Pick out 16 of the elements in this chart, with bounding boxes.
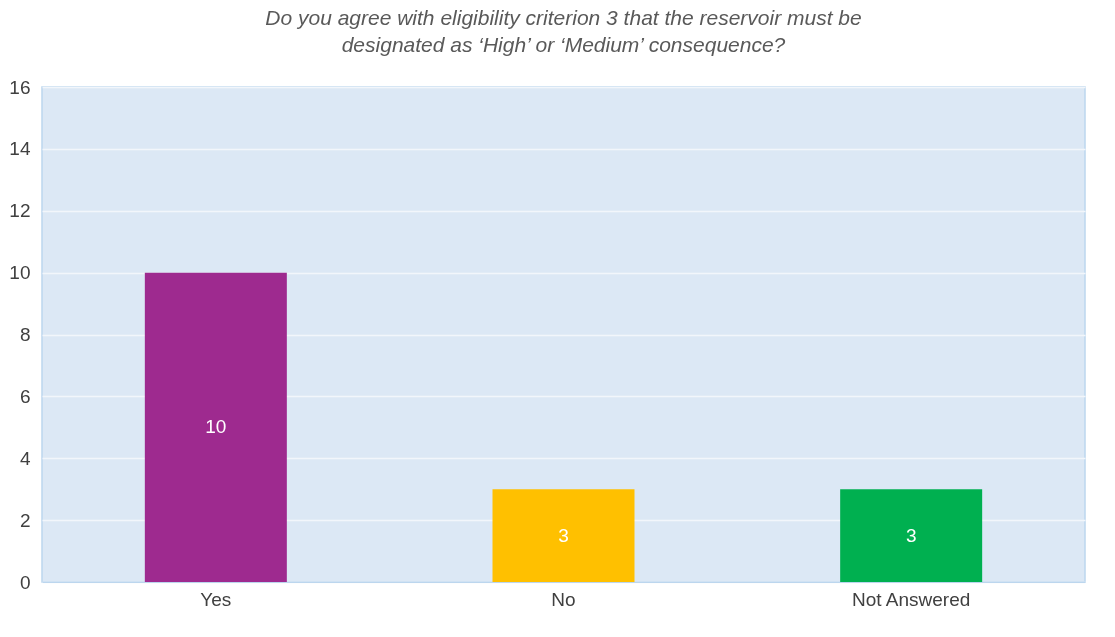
x-tick-label: Not Answered — [852, 588, 971, 610]
chart-title: Do you agree with eligibility criterion 3 that the reservoir must be designated as ‘High’ or ‘Medium’ consequence? — [265, 6, 862, 56]
y-tick-label: 12 — [9, 200, 31, 222]
y-tick-label: 16 — [9, 76, 31, 98]
x-tick-label: Yes — [200, 588, 232, 610]
y-tick-label: 2 — [19, 509, 31, 531]
y-tick-label: 8 — [19, 324, 31, 345]
y-tick-label: 10 — [9, 262, 31, 284]
y-tick-label: 14 — [9, 138, 31, 160]
y-tick-label: 6 — [19, 385, 31, 407]
data-label: 10 — [205, 416, 227, 438]
data-label: 3 — [905, 524, 917, 546]
y-tick-label: 0 — [19, 571, 31, 593]
data-label: 3 — [558, 524, 569, 546]
y-tick-label: 4 — [19, 447, 31, 469]
x-tick-label: No — [551, 588, 576, 610]
